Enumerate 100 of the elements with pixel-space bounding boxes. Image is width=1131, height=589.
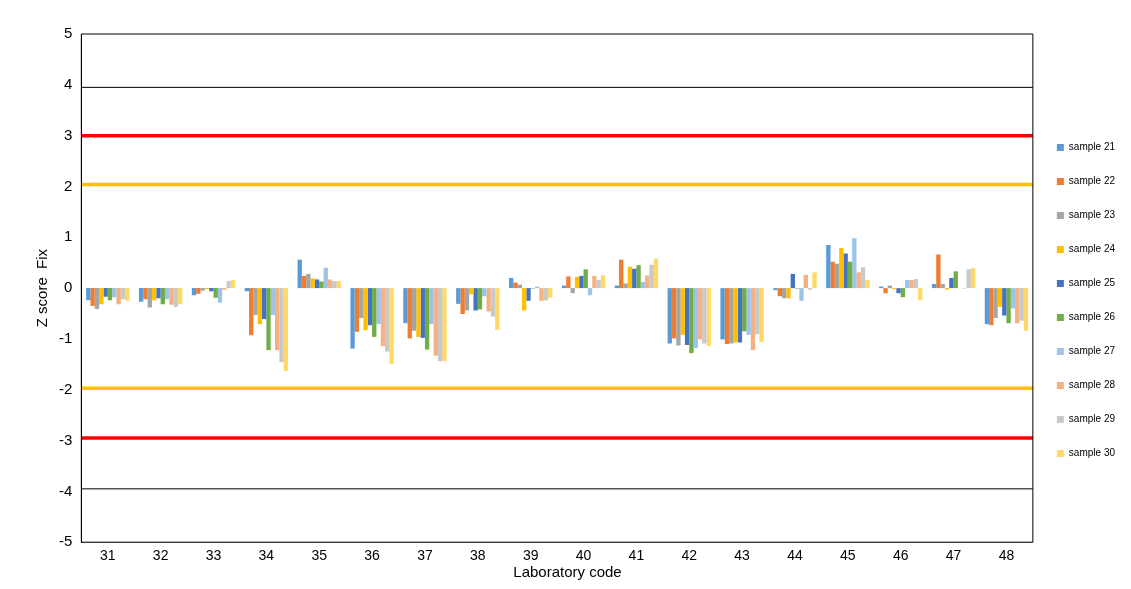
bar xyxy=(706,288,711,347)
y-tick-label: -1 xyxy=(58,329,73,347)
legend-label: sample 23 xyxy=(1068,209,1116,221)
bar xyxy=(86,288,91,301)
bar xyxy=(297,259,302,289)
x-axis-title: Laboratory code xyxy=(512,563,623,580)
bar xyxy=(469,288,474,295)
bar xyxy=(456,288,461,304)
y-tick-label: 3 xyxy=(63,125,73,143)
bar xyxy=(918,288,923,301)
bar xyxy=(90,288,95,306)
bar xyxy=(839,247,844,289)
bar xyxy=(1006,288,1011,324)
bar xyxy=(645,275,650,289)
bar xyxy=(777,288,782,297)
y-tick-label: -5 xyxy=(58,532,73,550)
x-tick-label: 32 xyxy=(152,547,169,564)
bar xyxy=(746,288,751,335)
x-tick-label: 38 xyxy=(470,547,486,564)
x-tick-label: 45 xyxy=(840,547,856,564)
legend-label: sample 22 xyxy=(1068,175,1116,187)
x-tick-label: 48 xyxy=(998,547,1015,564)
bar xyxy=(230,279,236,289)
bar xyxy=(548,288,553,298)
bar xyxy=(169,288,174,305)
bar xyxy=(671,288,677,339)
bar xyxy=(596,279,601,289)
bar xyxy=(834,263,840,289)
bar xyxy=(970,268,976,289)
bar xyxy=(147,288,152,308)
bar xyxy=(632,268,637,289)
bar xyxy=(482,288,487,297)
bar xyxy=(653,258,659,289)
legend-label: sample 28 xyxy=(1068,379,1116,391)
bar xyxy=(1015,288,1020,324)
bar xyxy=(865,279,870,289)
x-tick-label: 34 xyxy=(258,547,275,564)
bar xyxy=(262,288,267,320)
bar xyxy=(913,278,919,289)
bar xyxy=(781,288,787,299)
bar xyxy=(742,288,747,332)
bar xyxy=(570,288,575,294)
legend-label: sample 30 xyxy=(1068,447,1116,459)
bar xyxy=(843,253,848,289)
bar xyxy=(477,288,483,310)
bar xyxy=(856,272,861,289)
bar xyxy=(522,288,527,311)
bar xyxy=(363,288,368,331)
bar xyxy=(257,288,263,325)
bar xyxy=(332,280,337,289)
bar xyxy=(156,288,161,299)
bar xyxy=(750,288,756,351)
y-tick-label: 0 xyxy=(63,278,73,296)
bar xyxy=(592,275,597,289)
bar xyxy=(125,288,130,301)
legend-label: sample 24 xyxy=(1068,243,1116,255)
bar xyxy=(860,267,866,289)
legend-label: sample 25 xyxy=(1068,277,1116,289)
bar xyxy=(623,283,628,289)
bar xyxy=(693,288,698,349)
y-axis-title: Z score Fix xyxy=(33,248,51,328)
bar xyxy=(323,267,328,289)
bar xyxy=(1002,288,1007,316)
bar xyxy=(640,282,646,289)
bar xyxy=(755,288,760,335)
bar xyxy=(896,288,901,294)
bar xyxy=(367,288,373,326)
legend-label: sample 21 xyxy=(1068,141,1116,153)
bar xyxy=(94,288,100,309)
bar xyxy=(429,288,434,325)
bar xyxy=(724,288,730,344)
bar xyxy=(1023,288,1029,331)
bar xyxy=(539,288,544,301)
bar xyxy=(380,288,386,347)
bar xyxy=(667,288,672,344)
bar xyxy=(684,288,690,346)
bar xyxy=(244,288,250,292)
bar xyxy=(627,266,633,289)
bar xyxy=(697,288,703,340)
bar xyxy=(116,288,121,305)
bar xyxy=(587,288,593,296)
bar xyxy=(649,264,654,289)
bar xyxy=(275,288,280,351)
x-tick-label: 40 xyxy=(575,547,592,564)
bar xyxy=(490,288,496,317)
bar xyxy=(460,288,465,315)
bar xyxy=(314,279,320,289)
bar xyxy=(486,288,491,312)
bar xyxy=(138,288,144,302)
bar xyxy=(151,288,157,301)
bar xyxy=(729,288,734,344)
bar xyxy=(830,261,835,289)
bar xyxy=(327,279,333,289)
bar xyxy=(407,288,412,339)
bar xyxy=(336,280,341,289)
bar xyxy=(949,277,954,289)
bar xyxy=(107,288,113,301)
y-tick-label: 4 xyxy=(63,74,73,92)
bar xyxy=(543,288,549,301)
bar xyxy=(442,288,447,362)
